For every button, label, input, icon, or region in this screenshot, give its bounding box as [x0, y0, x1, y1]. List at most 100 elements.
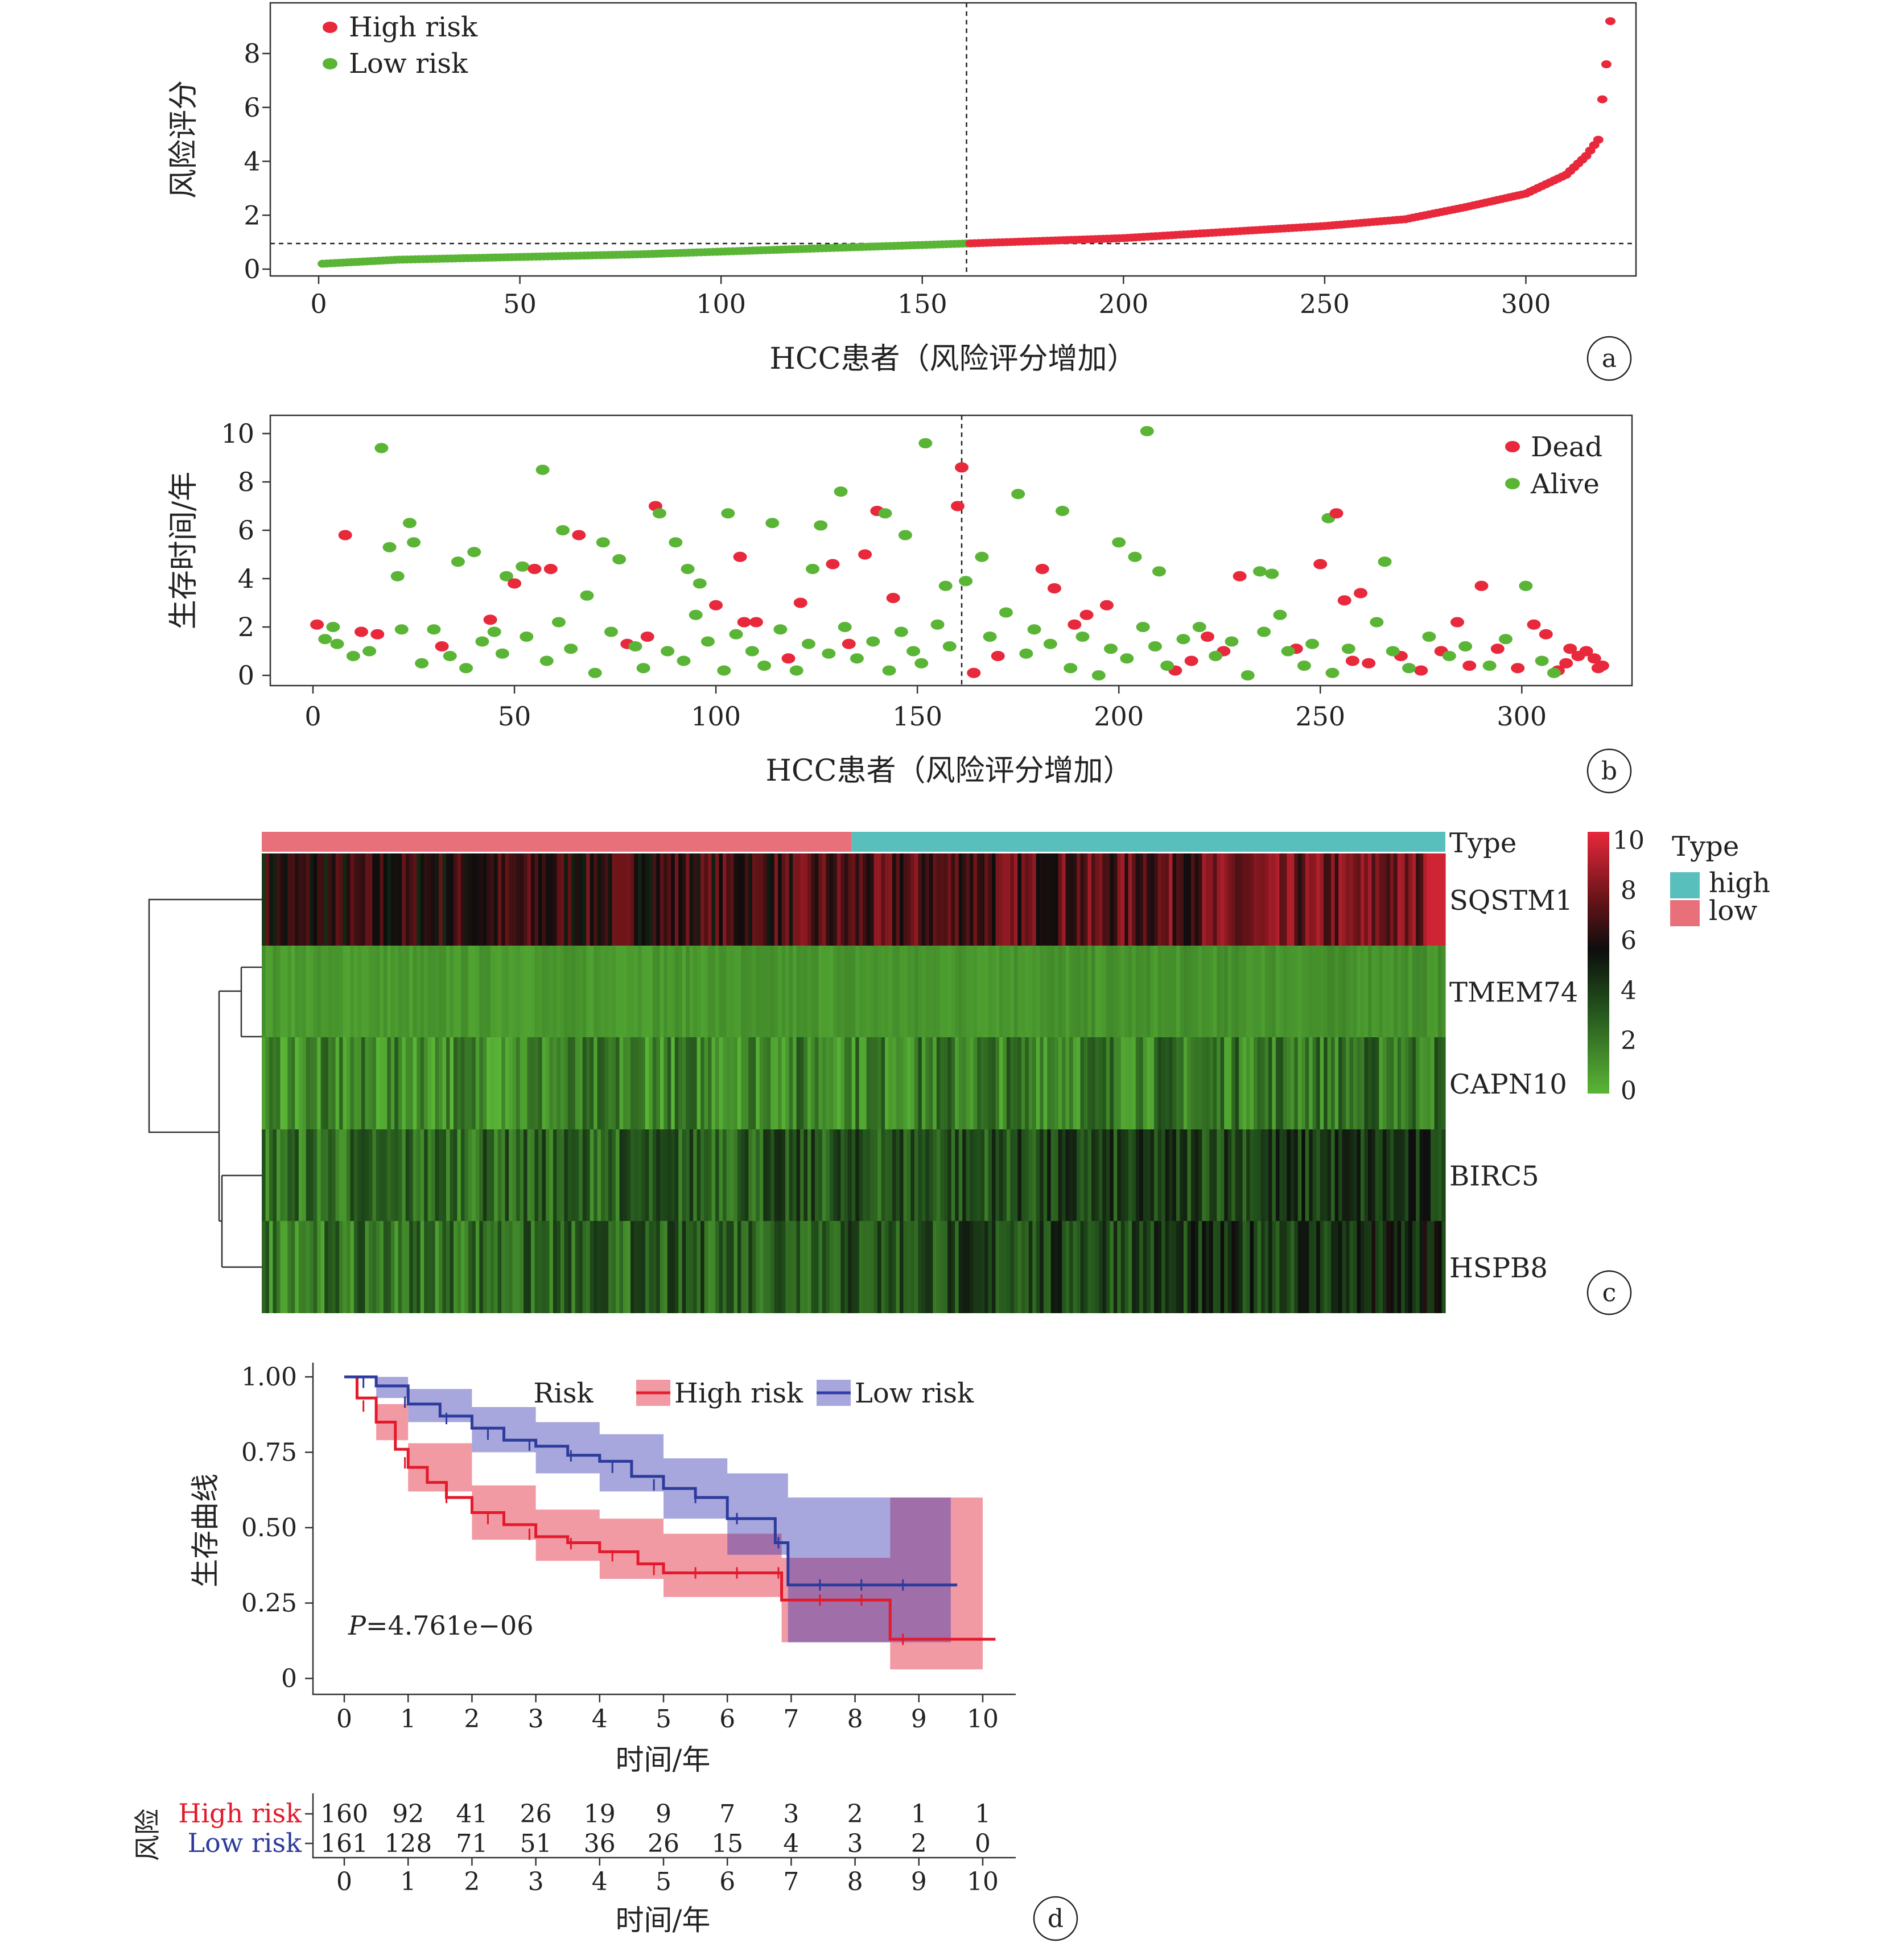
heatmap-cell [995, 1221, 1000, 1313]
heatmap-cell [977, 1221, 982, 1313]
heatmap-cell [405, 1129, 410, 1221]
heatmap-cell [722, 1221, 727, 1313]
dead-point [1099, 600, 1114, 610]
heatmap-cell [1205, 1129, 1210, 1221]
heatmap-cell [310, 1129, 314, 1221]
heatmap-cell [1065, 1129, 1070, 1221]
alive-point [628, 641, 642, 651]
heatmap-cell [1032, 1037, 1037, 1129]
alive-point [757, 661, 772, 671]
heatmap-cell [439, 1037, 443, 1129]
heatmap-cell [863, 853, 867, 946]
heatmap-cell [1040, 1037, 1044, 1129]
heatmap-cell [1198, 853, 1202, 946]
table-cell: 4 [783, 1829, 799, 1858]
heatmap-cell [280, 1221, 285, 1313]
heatmap-cell [1231, 1221, 1236, 1313]
heatmap-cell [350, 1129, 355, 1221]
heatmap-cell [1438, 1037, 1443, 1129]
heatmap-cell [1102, 946, 1107, 1037]
heatmap-cell [693, 1037, 698, 1129]
heatmap-cell [1342, 853, 1346, 946]
heatmap-cell [1342, 1129, 1346, 1221]
alive-point [551, 617, 566, 628]
alive-point [459, 663, 473, 674]
heatmap-cell [1172, 1221, 1177, 1313]
heatmap-cell [505, 1221, 509, 1313]
x-tick-label: 10 [967, 1867, 999, 1896]
heatmap-cell [542, 1129, 546, 1221]
heatmap-cell [1013, 853, 1018, 946]
alive-point [374, 443, 389, 453]
heatmap-cell [892, 1037, 897, 1129]
heatmap-cell [571, 853, 576, 946]
heatmap-cell [1132, 1221, 1136, 1313]
heatmap-cell [641, 1221, 646, 1313]
heatmap-cell [1003, 1221, 1007, 1313]
dead-point [1474, 580, 1489, 591]
heatmap-cell [866, 946, 871, 1037]
heatmap-cell [269, 1129, 274, 1221]
alive-point [1253, 566, 1267, 577]
heatmap-cell [1095, 1129, 1099, 1221]
heatmap-cell [763, 1221, 768, 1313]
heatmap-cell [682, 1129, 686, 1221]
heatmap-cell [1047, 946, 1052, 1037]
heatmap-cell [873, 1221, 878, 1313]
heatmap-cell [1261, 1037, 1266, 1129]
heatmap-cell [460, 1129, 465, 1221]
heatmap-cell [818, 1037, 823, 1129]
heatmap-cell [273, 1037, 277, 1129]
heatmap-cell [516, 853, 521, 946]
heatmap-cell [826, 1221, 830, 1313]
heatmap-cell [826, 946, 830, 1037]
heatmap-cell [1017, 946, 1022, 1037]
heatmap-cell [417, 853, 421, 946]
heatmap-cell [630, 1129, 635, 1221]
heatmap-cell [347, 853, 351, 946]
heatmap-cell [1139, 1221, 1144, 1313]
heatmap-cell [320, 1037, 325, 1129]
alive-point [669, 537, 683, 548]
heatmap-cell [733, 1221, 738, 1313]
heatmap-cell [538, 1129, 543, 1221]
heatmap-cell [549, 1037, 554, 1129]
heatmap-cell [785, 1221, 790, 1313]
panel-label: a [1602, 344, 1617, 373]
heatmap-cell [1180, 946, 1184, 1037]
heatmap-cell [859, 853, 863, 946]
heatmap-cell [1431, 946, 1435, 1037]
heatmap-cell [516, 1037, 521, 1129]
heatmap-cell [844, 1221, 848, 1313]
heatmap-cell [1401, 853, 1406, 946]
heatmap-cell [899, 1129, 904, 1221]
heatmap-cell [590, 946, 594, 1037]
heatmap-cell [1382, 853, 1387, 946]
heatmap-cell [265, 1037, 270, 1129]
heatmap-cell [785, 946, 790, 1037]
heatmap-cell [977, 946, 982, 1037]
heatmap-cell [711, 853, 716, 946]
heatmap-cell [594, 853, 598, 946]
heatmap-cell [627, 1037, 631, 1129]
alive-point [487, 626, 501, 637]
heatmap-cell [763, 1037, 768, 1129]
panel-label-circle [1586, 1270, 1632, 1315]
heatmap-cell [265, 1129, 270, 1221]
heatmap-cell [435, 853, 439, 946]
heatmap-cell [402, 1037, 406, 1129]
dead-point [354, 626, 368, 637]
heatmap-cell [339, 1221, 344, 1313]
heatmap-cell [372, 946, 377, 1037]
heatmap-cell [851, 946, 856, 1037]
heatmap-cell [1069, 1037, 1074, 1129]
heatmap-cell [427, 1037, 432, 1129]
heatmap-cell [877, 946, 882, 1037]
risk-point [1593, 135, 1604, 144]
legend-title: Risk [533, 1377, 594, 1409]
heatmap-cell [756, 1221, 760, 1313]
dead-point [709, 600, 723, 610]
ci-band-high [344, 1377, 983, 1670]
heatmap-cell [1220, 1129, 1225, 1221]
heatmap-cell [958, 946, 963, 1037]
